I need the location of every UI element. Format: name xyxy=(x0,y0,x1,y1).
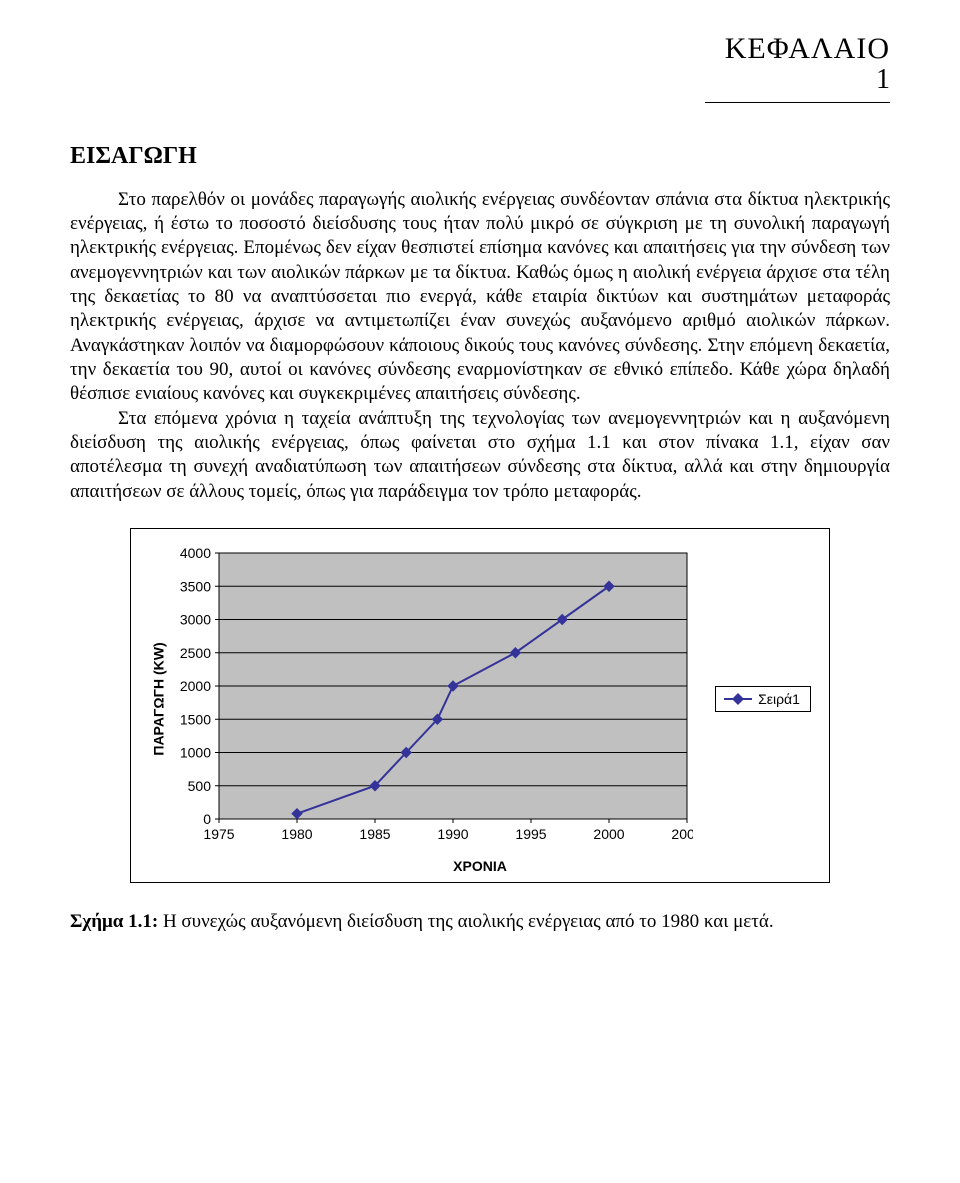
svg-text:2000: 2000 xyxy=(180,678,211,694)
ylabel-col: ΠΑΡΑΓΩΓΗ (KW) xyxy=(145,547,173,852)
svg-text:1990: 1990 xyxy=(437,826,468,842)
body-text: Στο παρελθόν οι μονάδες παραγωγής αιολικ… xyxy=(70,188,890,504)
svg-text:3500: 3500 xyxy=(180,578,211,594)
chart-xlabel: ΧΡΟΝΙΑ xyxy=(145,858,815,874)
chart-plot-col: 0 500 1000 1500 2000 2500 3000 3500 4000 1975 1980… xyxy=(173,547,693,852)
chapter-label: ΚΕΦΑΛΑΙΟ xyxy=(70,32,890,65)
svg-text:1980: 1980 xyxy=(281,826,312,842)
svg-text:0: 0 xyxy=(203,811,211,827)
chapter-heading: ΚΕΦΑΛΑΙΟ 1 xyxy=(70,32,890,103)
figure-caption: Σχήμα 1.1: Η συνεχώς αυξανόμενη διείσδυσ… xyxy=(70,911,890,933)
chart-inner: ΠΑΡΑΓΩΓΗ (KW) 0 500 1000 1500 2000 2500 3000 35… xyxy=(145,547,815,852)
legend-box: Σειρά1 xyxy=(715,686,811,712)
legend-marker xyxy=(724,692,752,706)
paragraph-2: Στα επόμενα χρόνια η ταχεία ανάπτυξη της… xyxy=(70,407,890,504)
paragraph-1: Στο παρελθόν οι μονάδες παραγωγής αιολικ… xyxy=(70,188,890,407)
figure-caption-label: Σχήμα 1.1: xyxy=(70,911,158,932)
page: ΚΕΦΑΛΑΙΟ 1 ΕΙΣΑΓΩΓΗ Στο παρελθόν οι μονά… xyxy=(0,0,960,1183)
diamond-icon xyxy=(732,693,744,705)
section-title: ΕΙΣΑΓΩΓΗ xyxy=(70,143,890,170)
svg-text:1985: 1985 xyxy=(359,826,390,842)
legend-col: Σειρά1 xyxy=(693,547,815,852)
svg-text:3000: 3000 xyxy=(180,611,211,627)
chart-svg: 0 500 1000 1500 2000 2500 3000 3500 4000 1975 1980… xyxy=(173,547,693,847)
chart-frame: ΠΑΡΑΓΩΓΗ (KW) 0 500 1000 1500 2000 2500 3000 35… xyxy=(130,528,830,883)
legend-label: Σειρά1 xyxy=(758,691,800,707)
svg-text:1975: 1975 xyxy=(203,826,234,842)
svg-text:4000: 4000 xyxy=(180,547,211,561)
svg-text:2005: 2005 xyxy=(671,826,693,842)
figure-caption-text: Η συνεχώς αυξανόμενη διείσδυση της αιολι… xyxy=(158,911,773,932)
chapter-number: 1 xyxy=(70,65,890,100)
svg-text:2500: 2500 xyxy=(180,645,211,661)
svg-text:1500: 1500 xyxy=(180,711,211,727)
svg-text:500: 500 xyxy=(188,778,212,794)
svg-text:2000: 2000 xyxy=(593,826,624,842)
svg-text:1995: 1995 xyxy=(515,826,546,842)
chapter-rule xyxy=(705,102,890,103)
svg-text:1000: 1000 xyxy=(180,744,211,760)
chart-ylabel: ΠΑΡΑΓΩΓΗ (KW) xyxy=(151,643,167,756)
